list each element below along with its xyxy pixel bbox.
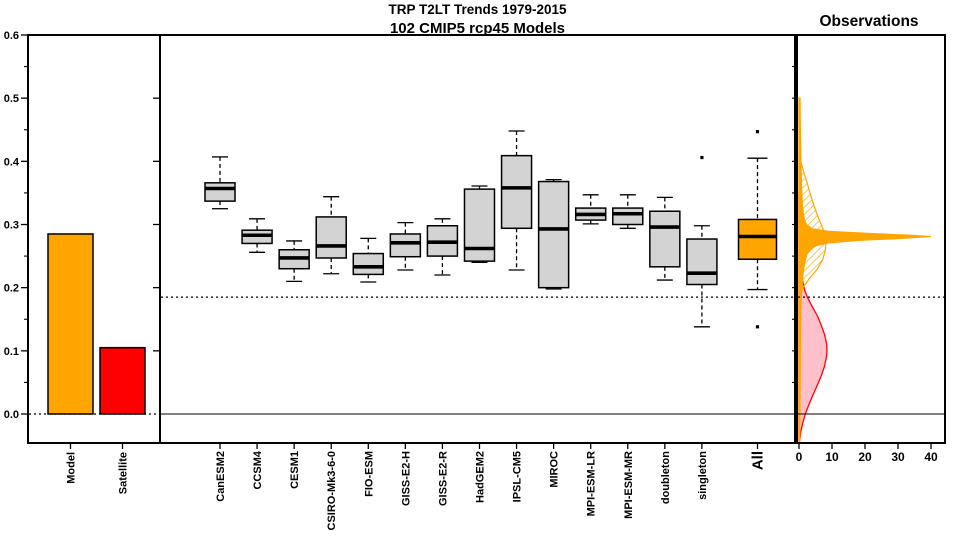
boxplot-MPI-ESM-LR: MPI-ESM-LR [574, 194, 607, 516]
y-axis-tick-label: 0.1 [4, 346, 19, 358]
box-label-MIROC: MIROC [549, 451, 561, 488]
panel-observations-density: 0 10 20 30 40 [792, 66, 944, 464]
boxplot-singleton: singleton [686, 155, 718, 500]
obs-x-tick-label: 30 [891, 450, 905, 464]
chart-title: TRP T2LT Trends 1979-2015 102 CMIP5 rcp4… [160, 1, 795, 39]
outlier-point [755, 130, 760, 134]
obs-x-tick-label: 20 [858, 450, 872, 464]
boxplot-CanESM2: CanESM2 [204, 156, 236, 502]
y-axis-tick-label: 0.4 [4, 156, 20, 168]
model-trend-density [798, 97, 932, 442]
obs-x-tick-label: 40 [924, 450, 938, 464]
box-label-singleton: singleton [697, 451, 709, 500]
boxplot-IPSL-CM5: IPSL-CM5 [500, 130, 533, 502]
boxplot-GISS-E2-H: GISS-E2-H [389, 221, 422, 506]
outlier-point [755, 325, 760, 329]
y-axis-tick-label: 0.3 [4, 220, 19, 232]
boxplot-GISS-E2-R: GISS-E2-R [426, 218, 459, 506]
frame-boxplot-panel [159, 34, 796, 444]
boxplot-CSIRO-Mk3-6-0: CSIRO-Mk3-6-0 [315, 196, 347, 530]
chart-title-line2: 102 CMIP5 rcp45 Models [389, 19, 566, 37]
box-label-CCSM4: CCSM4 [252, 450, 264, 489]
bar-label-satellite: Satellite [118, 452, 130, 494]
box-label-GISS-E2-H: GISS-E2-H [400, 451, 412, 506]
satellite-bar [99, 346, 146, 415]
y-axis-tick-label: 0.5 [4, 93, 19, 105]
y-axis-tick-label: 0.6 [4, 30, 19, 42]
box-label-doubleton: doubleton [660, 451, 672, 504]
boxplot-MPI-ESM-MR: MPI-ESM-MR [612, 194, 644, 519]
obs-x-tick-label: 0 [796, 450, 803, 464]
box-label-HadGEM2: HadGEM2 [474, 451, 486, 503]
box-label-IPSL-CM5: IPSL-CM5 [512, 451, 524, 502]
box-label-MPI-ESM-LR: MPI-ESM-LR [586, 451, 598, 516]
boxplot-CESM1: CESM1 [278, 240, 310, 489]
boxplot-doubleton: doubleton [649, 196, 681, 504]
box-label-FIO-ESM: FIO-ESM [363, 451, 375, 497]
observations-panel-title: Observations [819, 13, 919, 30]
boxplot-FIO-ESM: FIO-ESM [352, 237, 385, 497]
outlier-point [700, 155, 704, 160]
boxplot-HadGEM2: HadGEM2 [463, 185, 496, 503]
boxplot-MIROC: MIROC [537, 179, 570, 488]
chart-title-line1: TRP T2LT Trends 1979-2015 [388, 2, 567, 17]
boxplot-All: All [737, 130, 778, 470]
panel-cmip5-boxplots: CanESM2 CCSM4 CESM1 CSIRO-Mk3-6-0 FIO-ESM GIS… [153, 97, 794, 530]
obs-x-tick-label: 10 [825, 450, 839, 464]
box-label-CSIRO-Mk3-6-0: CSIRO-Mk3-6-0 [326, 451, 338, 530]
y-axis-tick-label: 0.2 [4, 283, 19, 295]
model-bar [47, 233, 94, 415]
box-label-CanESM2: CanESM2 [215, 451, 227, 502]
box-label-MPI-ESM-MR: MPI-ESM-MR [623, 451, 635, 519]
box-label-CESM1: CESM1 [289, 451, 301, 489]
y-axis-tick-label: 0.0 [4, 409, 19, 421]
box-label-All: All [750, 451, 767, 470]
frame-observations-panel [796, 34, 946, 444]
panel-trend-bars: Model Satellite 0.0 0.1 0.2 0.3 0.4 0.5 0.6 [4, 30, 159, 494]
boxplot-CCSM4: CCSM4 [241, 218, 273, 490]
bar-label-model: Model [66, 452, 78, 484]
box-label-GISS-E2-R: GISS-E2-R [437, 451, 449, 506]
